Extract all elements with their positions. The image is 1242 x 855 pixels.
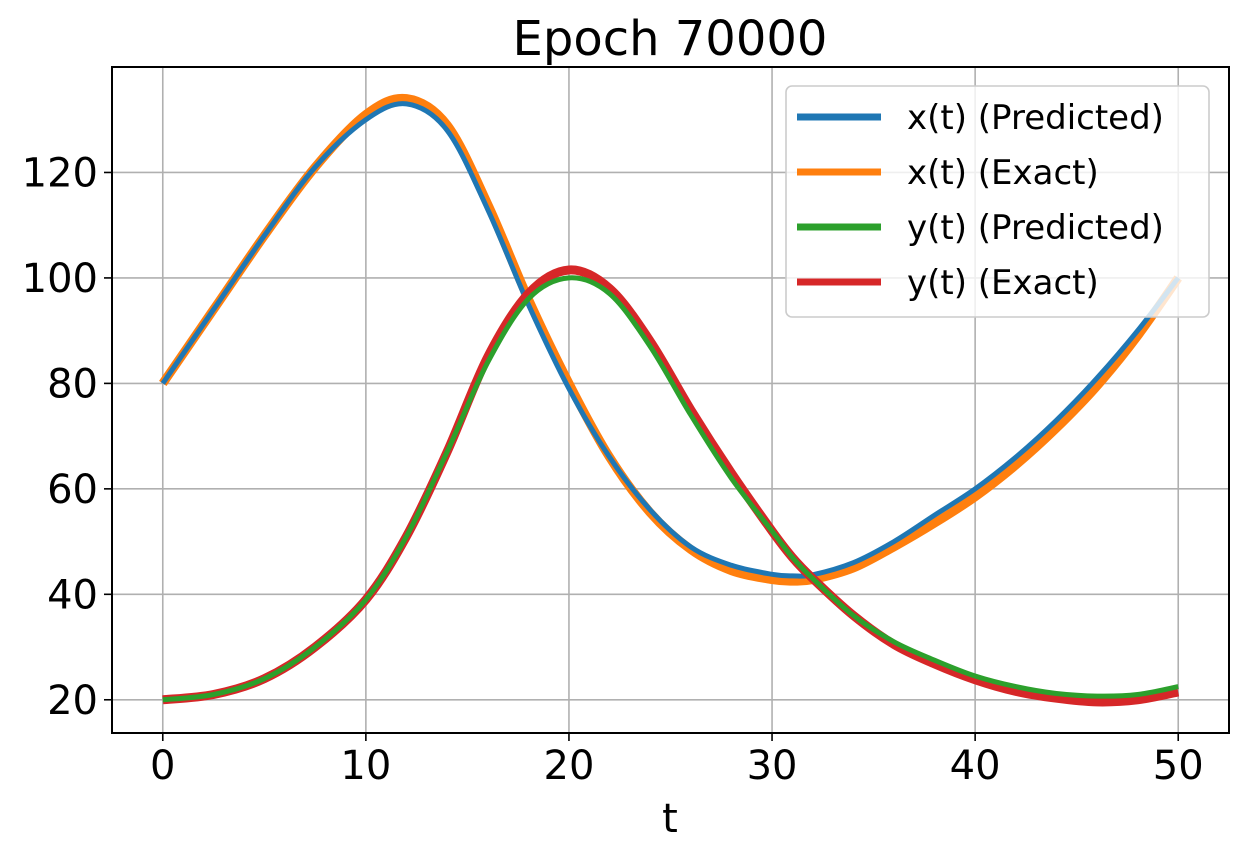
y-tick-label: 20 <box>47 678 98 724</box>
legend: x(t) (Predicted) x(t) (Exact) y(t) (Predic… <box>785 85 1210 318</box>
series-line-0 <box>160 101 1181 579</box>
legend-box <box>785 85 1210 318</box>
y-tick-label: 40 <box>47 572 98 618</box>
x-tick-label: 20 <box>544 743 595 789</box>
legend-label: x(t) (Exact) <box>907 153 1099 193</box>
x-tick-label: 40 <box>950 743 1001 789</box>
x-tick-label: 30 <box>747 743 798 789</box>
series-line-2 <box>162 275 1179 703</box>
x-tick-label: 50 <box>1153 743 1204 789</box>
plot-lines <box>159 93 1182 707</box>
y-tick-label: 80 <box>47 361 98 407</box>
chart-title: Epoch 70000 <box>513 11 828 67</box>
x-axis-ticks: 0 10 20 30 40 50 <box>150 733 1204 789</box>
x-tick-label: 10 <box>340 743 391 789</box>
legend-label: y(t) (Exact) <box>907 263 1099 303</box>
y-tick-label: 100 <box>22 256 98 302</box>
y-tick-label: 120 <box>22 150 98 196</box>
y-axis-ticks: 20 40 60 80 100 120 <box>22 150 112 724</box>
plot-frame <box>111 66 1230 734</box>
x-axis-label: t <box>662 796 678 842</box>
series-line-3 <box>162 265 1180 707</box>
legend-label: y(t) (Predicted) <box>907 208 1164 248</box>
x-tick-label: 0 <box>150 743 175 789</box>
legend-label: x(t) (Predicted) <box>907 98 1164 138</box>
y-tick-label: 60 <box>47 467 98 513</box>
